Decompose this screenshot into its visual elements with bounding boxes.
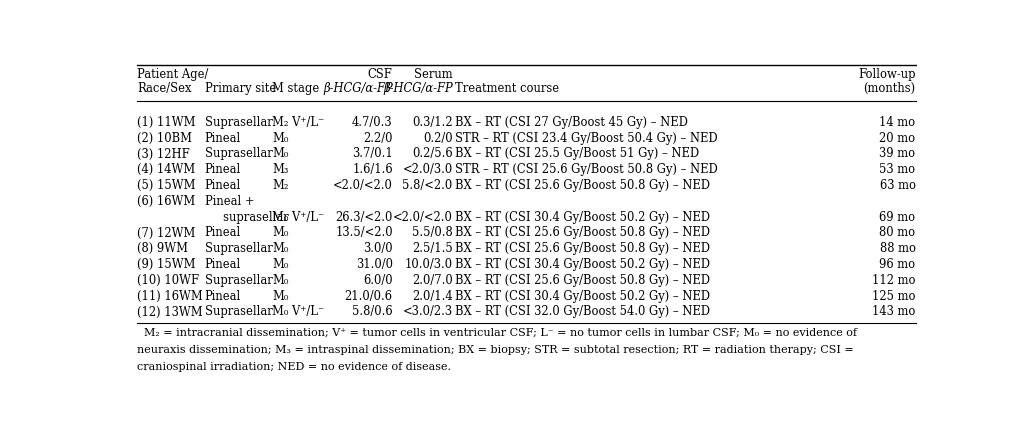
Text: (4) 14WM: (4) 14WM xyxy=(137,163,195,176)
Text: 4.7/0.3: 4.7/0.3 xyxy=(353,116,392,129)
Text: 14 mo: 14 mo xyxy=(879,116,915,129)
Text: 31.0/0: 31.0/0 xyxy=(356,258,392,271)
Text: BX – RT (CSI 27 Gy/Boost 45 Gy) – NED: BX – RT (CSI 27 Gy/Boost 45 Gy) – NED xyxy=(455,116,688,129)
Text: BX – RT (CSI 25.5 Gy/Boost 51 Gy) – NED: BX – RT (CSI 25.5 Gy/Boost 51 Gy) – NED xyxy=(455,148,699,160)
Text: 20 mo: 20 mo xyxy=(879,132,915,145)
Text: M₀: M₀ xyxy=(272,226,288,239)
Text: BX – RT (CSI 30.4 Gy/Boost 50.2 Gy) – NED: BX – RT (CSI 30.4 Gy/Boost 50.2 Gy) – NE… xyxy=(455,290,710,303)
Text: (12) 13WM: (12) 13WM xyxy=(137,305,203,319)
Text: <2.0/<2.0: <2.0/<2.0 xyxy=(333,179,392,192)
Text: M₃: M₃ xyxy=(272,163,288,176)
Text: Follow-up: Follow-up xyxy=(858,68,915,81)
Text: 2.2/0: 2.2/0 xyxy=(363,132,392,145)
Text: 3.0/0: 3.0/0 xyxy=(363,242,392,255)
Text: <3.0/2.3: <3.0/2.3 xyxy=(403,305,452,319)
Text: M₀: M₀ xyxy=(272,258,288,271)
Text: 39 mo: 39 mo xyxy=(879,148,915,160)
Text: (7) 12WM: (7) 12WM xyxy=(137,226,196,239)
Text: STR – RT (CSI 23.4 Gy/Boost 50.4 Gy) – NED: STR – RT (CSI 23.4 Gy/Boost 50.4 Gy) – N… xyxy=(455,132,717,145)
Text: 21.0/0.6: 21.0/0.6 xyxy=(344,290,392,303)
Text: suprasellar: suprasellar xyxy=(205,211,288,224)
Text: 0.2/0: 0.2/0 xyxy=(423,132,452,145)
Text: M₂: M₂ xyxy=(272,179,288,192)
Text: 143 mo: 143 mo xyxy=(872,305,915,319)
Text: BX – RT (CSI 30.4 Gy/Boost 50.2 Gy) – NED: BX – RT (CSI 30.4 Gy/Boost 50.2 Gy) – NE… xyxy=(455,211,710,224)
Text: M₀ V⁺/L⁻: M₀ V⁺/L⁻ xyxy=(272,211,324,224)
Text: Suprasellar: Suprasellar xyxy=(205,242,272,255)
Text: (10) 10WF: (10) 10WF xyxy=(137,274,199,287)
Text: M₀: M₀ xyxy=(272,274,288,287)
Text: M₂ V⁺/L⁻: M₂ V⁺/L⁻ xyxy=(272,116,324,129)
Text: 3.7/0.1: 3.7/0.1 xyxy=(352,148,392,160)
Text: BX – RT (CSI 30.4 Gy/Boost 50.2 Gy) – NED: BX – RT (CSI 30.4 Gy/Boost 50.2 Gy) – NE… xyxy=(455,258,710,271)
Text: Pineal: Pineal xyxy=(205,179,242,192)
Text: M₂ = intracranial dissemination; V⁺ = tumor cells in ventricular CSF; L⁻ = no tu: M₂ = intracranial dissemination; V⁺ = tu… xyxy=(137,328,857,338)
Text: M₀: M₀ xyxy=(272,290,288,303)
Text: BX – RT (CSI 25.6 Gy/Boost 50.8 Gy) – NED: BX – RT (CSI 25.6 Gy/Boost 50.8 Gy) – NE… xyxy=(455,226,710,239)
Text: BX – RT (CSI 25.6 Gy/Boost 50.8 Gy) – NED: BX – RT (CSI 25.6 Gy/Boost 50.8 Gy) – NE… xyxy=(455,179,710,192)
Text: β-HCG/α-FP: β-HCG/α-FP xyxy=(383,82,452,95)
Text: 0.2/5.6: 0.2/5.6 xyxy=(412,148,452,160)
Text: (5) 15WM: (5) 15WM xyxy=(137,179,196,192)
Text: Pineal: Pineal xyxy=(205,290,242,303)
Text: neuraxis dissemination; M₃ = intraspinal dissemination; BX = biopsy; STR = subto: neuraxis dissemination; M₃ = intraspinal… xyxy=(137,345,854,355)
Text: craniospinal irradiation; NED = no evidence of disease.: craniospinal irradiation; NED = no evide… xyxy=(137,362,450,372)
Text: Suprasellar: Suprasellar xyxy=(205,148,272,160)
Text: 1.6/1.6: 1.6/1.6 xyxy=(353,163,392,176)
Text: 13.5/<2.0: 13.5/<2.0 xyxy=(335,226,392,239)
Text: (2) 10BM: (2) 10BM xyxy=(137,132,192,145)
Text: Pineal: Pineal xyxy=(205,163,242,176)
Text: Serum: Serum xyxy=(414,68,452,81)
Text: 26.3/<2.0: 26.3/<2.0 xyxy=(335,211,392,224)
Text: Patient Age/: Patient Age/ xyxy=(137,68,208,81)
Text: (6) 16WM: (6) 16WM xyxy=(137,195,195,208)
Text: <2.0/<2.0: <2.0/<2.0 xyxy=(393,211,452,224)
Text: (3) 12HF: (3) 12HF xyxy=(137,148,190,160)
Text: M₀ V⁺/L⁻: M₀ V⁺/L⁻ xyxy=(272,305,324,319)
Text: β-HCG/α-FP: β-HCG/α-FP xyxy=(323,82,392,95)
Text: 80 mo: 80 mo xyxy=(879,226,915,239)
Text: 112 mo: 112 mo xyxy=(872,274,915,287)
Text: Suprasellar: Suprasellar xyxy=(205,305,272,319)
Text: Suprasellar: Suprasellar xyxy=(205,274,272,287)
Text: 63 mo: 63 mo xyxy=(879,179,915,192)
Text: <2.0/3.0: <2.0/3.0 xyxy=(403,163,452,176)
Text: 53 mo: 53 mo xyxy=(879,163,915,176)
Text: 2.0/1.4: 2.0/1.4 xyxy=(412,290,452,303)
Text: BX – RT (CSI 25.6 Gy/Boost 50.8 Gy) – NED: BX – RT (CSI 25.6 Gy/Boost 50.8 Gy) – NE… xyxy=(455,242,710,255)
Text: 10.0/3.0: 10.0/3.0 xyxy=(405,258,452,271)
Text: CSF: CSF xyxy=(368,68,392,81)
Text: Pineal: Pineal xyxy=(205,258,242,271)
Text: Treatment course: Treatment course xyxy=(455,82,559,95)
Text: M₀: M₀ xyxy=(272,242,288,255)
Text: 5.8/0.6: 5.8/0.6 xyxy=(353,305,392,319)
Text: 2.0/7.0: 2.0/7.0 xyxy=(412,274,452,287)
Text: Race/Sex: Race/Sex xyxy=(137,82,192,95)
Text: (9) 15WM: (9) 15WM xyxy=(137,258,196,271)
Text: BX – RT (CSI 32.0 Gy/Boost 54.0 Gy) – NED: BX – RT (CSI 32.0 Gy/Boost 54.0 Gy) – NE… xyxy=(455,305,710,319)
Text: STR – RT (CSI 25.6 Gy/Boost 50.8 Gy) – NED: STR – RT (CSI 25.6 Gy/Boost 50.8 Gy) – N… xyxy=(455,163,717,176)
Text: (11) 16WM: (11) 16WM xyxy=(137,290,203,303)
Text: 69 mo: 69 mo xyxy=(879,211,915,224)
Text: 88 mo: 88 mo xyxy=(879,242,915,255)
Text: 2.5/1.5: 2.5/1.5 xyxy=(412,242,452,255)
Text: 96 mo: 96 mo xyxy=(879,258,915,271)
Text: M₀: M₀ xyxy=(272,148,288,160)
Text: (1) 11WM: (1) 11WM xyxy=(137,116,196,129)
Text: 0.3/1.2: 0.3/1.2 xyxy=(412,116,452,129)
Text: 5.5/0.8: 5.5/0.8 xyxy=(412,226,452,239)
Text: 6.0/0: 6.0/0 xyxy=(363,274,392,287)
Text: (8) 9WM: (8) 9WM xyxy=(137,242,187,255)
Text: BX – RT (CSI 25.6 Gy/Boost 50.8 Gy) – NED: BX – RT (CSI 25.6 Gy/Boost 50.8 Gy) – NE… xyxy=(455,274,710,287)
Text: 125 mo: 125 mo xyxy=(872,290,915,303)
Text: Pineal: Pineal xyxy=(205,132,242,145)
Text: 5.8/<2.0: 5.8/<2.0 xyxy=(403,179,452,192)
Text: Suprasellar: Suprasellar xyxy=(205,116,272,129)
Text: Pineal +: Pineal + xyxy=(205,195,255,208)
Text: M₀: M₀ xyxy=(272,132,288,145)
Text: Pineal: Pineal xyxy=(205,226,242,239)
Text: M stage: M stage xyxy=(272,82,319,95)
Text: Primary site: Primary site xyxy=(205,82,276,95)
Text: (months): (months) xyxy=(863,82,915,95)
